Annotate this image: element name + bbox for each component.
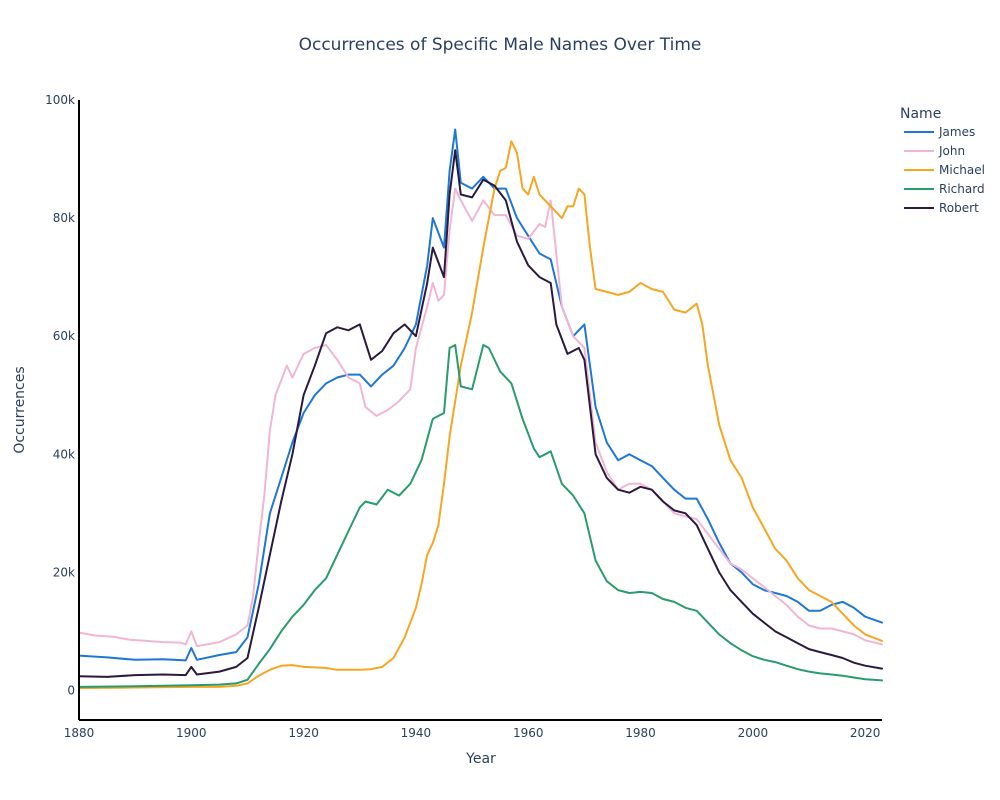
x-tick-label: 1900 (176, 726, 207, 740)
y-tick-label: 40k (53, 447, 75, 461)
x-tick-label: 2000 (738, 726, 769, 740)
legend-items: James John Michael Richard Robert (904, 125, 985, 215)
x-tick-label: 2020 (850, 726, 881, 740)
y-tick-label: 60k (53, 329, 75, 343)
y-tick-label: 80k (53, 211, 75, 225)
series-line-john (78, 187, 883, 648)
legend-label: Robert (939, 201, 979, 215)
legend-item-michael[interactable]: Michael (904, 163, 985, 177)
series-line-james (78, 128, 883, 662)
legend-item-john[interactable]: John (904, 144, 965, 158)
x-tick-label: 1920 (288, 726, 319, 740)
legend-label: James (938, 125, 975, 139)
chart-title: Occurrences of Specific Male Names Over … (299, 35, 702, 55)
x-tick-label: 1960 (513, 726, 544, 740)
series-line-michael (78, 140, 883, 690)
legend-item-richard[interactable]: Richard (904, 182, 985, 196)
legend-title: Name (900, 106, 941, 122)
legend-item-robert[interactable]: Robert (904, 201, 979, 215)
series-line-robert (78, 149, 883, 678)
series-lines (78, 128, 883, 690)
series-line-richard (78, 344, 883, 688)
x-tick-label: 1940 (401, 726, 432, 740)
y-tick-label: 0 (67, 683, 75, 697)
axes: 1880 1900 1920 1940 1960 1980 2000 2020 0 20k 40k 6… (45, 93, 882, 740)
legend-label: Michael (939, 163, 985, 177)
x-tick-label: 1980 (625, 726, 656, 740)
y-axis-title: Occurrences (12, 366, 28, 453)
x-tick-label: 1880 (64, 726, 95, 740)
legend-label: John (938, 144, 965, 158)
y-tick-label: 20k (53, 565, 75, 579)
y-tick-label: 100k (45, 93, 75, 107)
legend: Name James John Michael Richard Robert (900, 106, 985, 215)
x-axis-title: Year (465, 751, 496, 767)
legend-item-james[interactable]: James (904, 125, 975, 139)
legend-label: Richard (939, 182, 985, 196)
